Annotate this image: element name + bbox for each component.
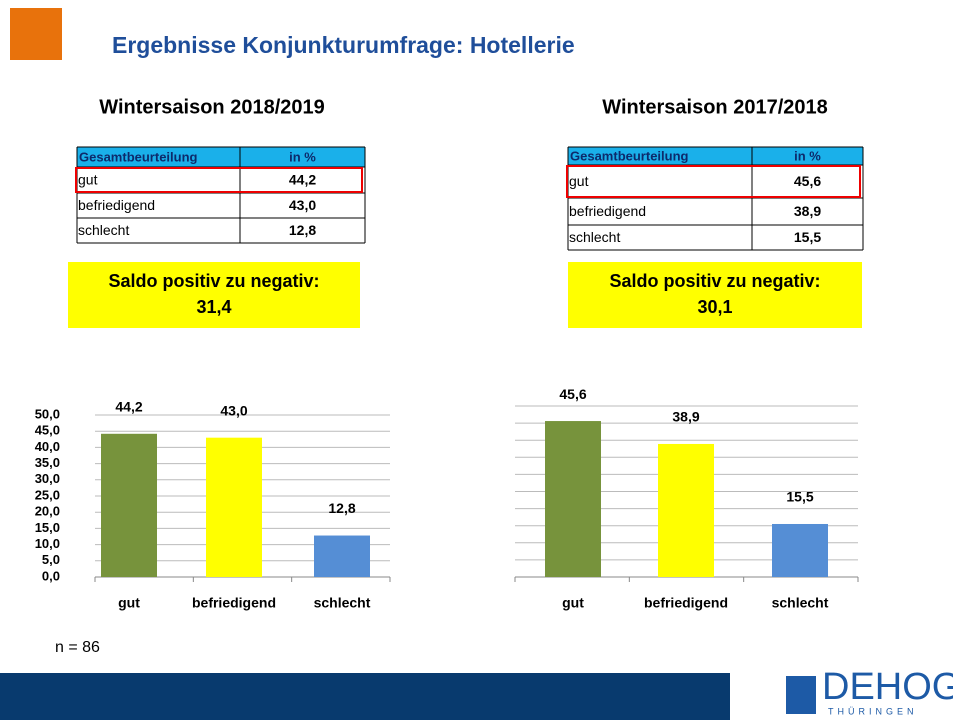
value-label: 43,0 (220, 402, 247, 418)
y-tick-label: 15,0 (35, 520, 60, 535)
table-cell: 44,2 (289, 172, 316, 188)
logo-sub: THÜRINGEN (828, 706, 918, 716)
bar (314, 535, 370, 577)
value-label: 38,9 (672, 409, 699, 425)
y-tick-label: 10,0 (35, 536, 60, 551)
y-tick-label: 5,0 (42, 552, 60, 567)
table-header-bg (568, 147, 863, 165)
bar (101, 433, 157, 577)
table-header: Gesamtbeurteilung (79, 149, 198, 164)
y-tick-label: 45,0 (35, 423, 60, 438)
season-title: Wintersaison 2017/2018 (602, 96, 828, 118)
table-cell: befriedigend (569, 203, 646, 219)
x-tick-label: befriedigend (192, 595, 276, 611)
table-header-bg (77, 147, 365, 167)
logo-icon (786, 676, 816, 714)
logo-name: DEHOGA (822, 666, 953, 708)
saldo-value: 31,4 (196, 297, 231, 317)
x-tick-label: schlecht (314, 595, 371, 611)
value-label: 45,6 (559, 386, 586, 402)
slide-title: Ergebnisse Konjunkturumfrage: Hotellerie (112, 32, 575, 58)
table-header: in % (794, 148, 821, 163)
x-tick-label: befriedigend (644, 595, 728, 611)
table-cell: gut (569, 173, 589, 189)
accent-square (10, 8, 62, 60)
saldo-box (568, 262, 862, 328)
table-cell: 43,0 (289, 197, 316, 213)
saldo-label: Saldo positiv zu negativ: (108, 271, 319, 291)
y-tick-label: 35,0 (35, 455, 60, 470)
value-label: 12,8 (328, 500, 355, 516)
y-tick-label: 30,0 (35, 471, 60, 486)
y-tick-label: 20,0 (35, 504, 60, 519)
y-tick-label: 25,0 (35, 487, 60, 502)
bar (772, 523, 828, 577)
table-cell: gut (78, 172, 98, 188)
x-tick-label: gut (562, 595, 584, 611)
bar (206, 437, 262, 577)
season-title: Wintersaison 2018/2019 (99, 96, 325, 118)
table-cell: 45,6 (794, 173, 821, 189)
table-cell: 38,9 (794, 203, 821, 219)
table-header: in % (289, 149, 316, 164)
y-tick-label: 40,0 (35, 439, 60, 454)
saldo-value: 30,1 (697, 297, 732, 317)
footnote: n = 86 (55, 639, 100, 656)
y-tick-label: 50,0 (35, 406, 60, 421)
footer-bar (0, 673, 730, 720)
table-cell: schlecht (569, 229, 620, 245)
highlight-box (566, 165, 861, 198)
table-cell: 15,5 (794, 229, 821, 245)
table-cell: 12,8 (289, 222, 316, 238)
y-tick-label: 0,0 (42, 568, 60, 583)
bar (658, 443, 714, 577)
table-cell: schlecht (78, 222, 129, 238)
bar (545, 421, 601, 577)
saldo-label: Saldo positiv zu negativ: (609, 271, 820, 291)
value-label: 15,5 (786, 489, 813, 505)
x-tick-label: schlecht (772, 595, 829, 611)
value-label: 44,2 (115, 398, 142, 414)
table-cell: befriedigend (78, 197, 155, 213)
saldo-box (68, 262, 360, 328)
x-tick-label: gut (118, 595, 140, 611)
table-header: Gesamtbeurteilung (570, 148, 689, 163)
highlight-box (75, 167, 363, 193)
